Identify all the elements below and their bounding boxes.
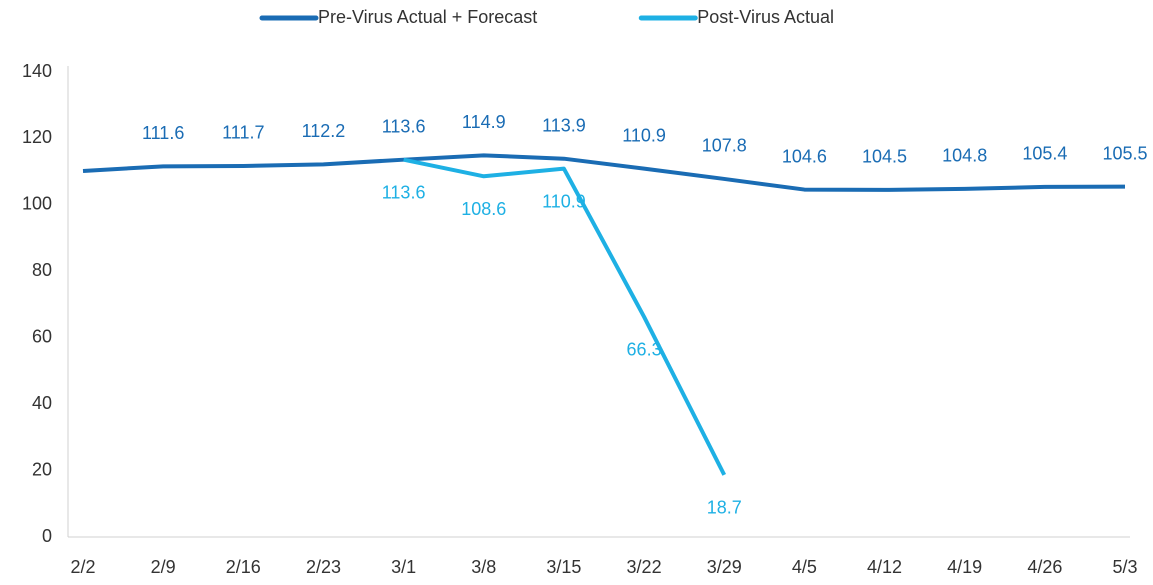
x-tick-label: 3/15 [546, 557, 581, 577]
data-label: 108.6 [461, 199, 506, 219]
data-label: 66.3 [627, 340, 662, 360]
data-label: 105.4 [1022, 144, 1067, 164]
data-label: 111.6 [142, 123, 184, 143]
series-line [403, 157, 727, 476]
y-tick-label: 0 [42, 526, 52, 546]
data-label: 104.5 [862, 147, 907, 167]
data-label: 110.9 [622, 125, 666, 145]
x-tick-label: 4/12 [867, 557, 902, 577]
x-tick-label: 4/26 [1027, 557, 1062, 577]
legend-label: Pre-Virus Actual + Forecast [318, 7, 537, 27]
y-tick-label: 120 [22, 127, 52, 147]
data-label: 111.7 [222, 123, 264, 143]
data-label: 18.7 [707, 498, 742, 518]
data-label: 112.2 [302, 121, 346, 141]
x-tick-label: 3/1 [391, 557, 416, 577]
y-tick-label: 80 [32, 260, 52, 280]
x-tick-label: 5/3 [1112, 557, 1137, 577]
data-label: 105.5 [1102, 143, 1147, 163]
x-tick-label: 2/2 [70, 557, 95, 577]
series-line [82, 153, 1126, 192]
data-label: 104.8 [942, 146, 987, 166]
data-label: 107.8 [702, 136, 747, 156]
legend-label: Post-Virus Actual [697, 7, 834, 27]
y-tick-label: 60 [32, 326, 52, 346]
x-tick-label: 4/19 [947, 557, 982, 577]
x-tick-label: 3/8 [471, 557, 496, 577]
data-label: 113.6 [382, 182, 426, 202]
x-tick-label: 3/22 [627, 557, 662, 577]
data-label: 110.9 [542, 191, 586, 211]
data-label: 114.9 [462, 112, 506, 132]
y-tick-label: 140 [22, 61, 52, 81]
y-tick-label: 40 [32, 393, 52, 413]
data-label: 113.6 [382, 116, 426, 136]
x-tick-label: 2/16 [226, 557, 261, 577]
x-tick-label: 2/23 [306, 557, 341, 577]
y-tick-label: 20 [32, 459, 52, 479]
y-tick-label: 100 [22, 194, 52, 214]
x-tick-label: 3/29 [707, 557, 742, 577]
x-tick-label: 4/5 [792, 557, 817, 577]
x-tick-label: 2/9 [151, 557, 176, 577]
data-label: 104.6 [782, 146, 827, 166]
data-label: 113.9 [542, 115, 586, 135]
